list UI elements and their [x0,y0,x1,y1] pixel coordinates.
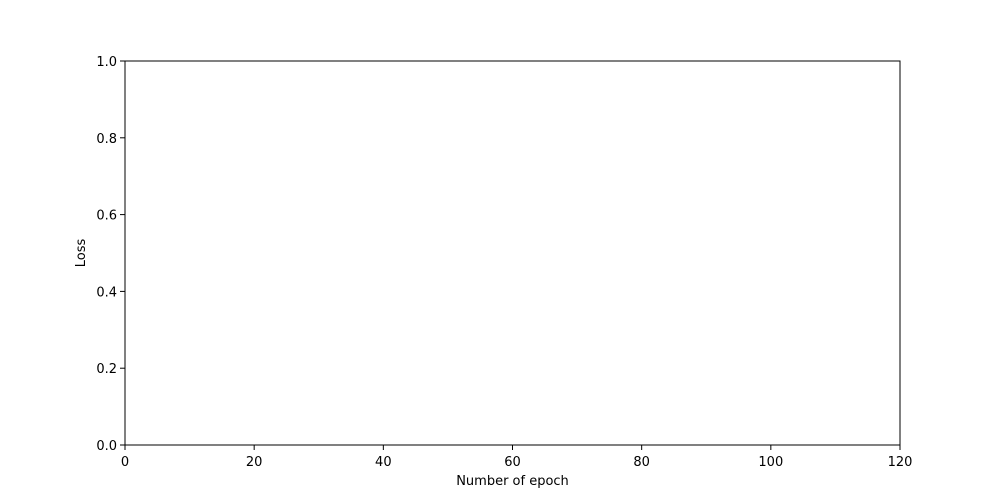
y-tick-label: 1.0 [96,55,117,70]
x-tick-label: 0 [121,455,129,470]
x-tick-label: 40 [375,455,392,470]
y-axis-label: Loss [74,239,89,268]
x-axis-label: Number of epoch [456,474,569,489]
x-tick-label: 120 [888,455,913,470]
x-tick-label: 60 [504,455,521,470]
x-tick-label: 20 [246,455,263,470]
y-tick-label: 0.2 [96,362,117,377]
x-tick-label: 80 [633,455,650,470]
x-axis-ticks: 0 20 40 60 80 100 120 [121,445,913,470]
y-tick-label: 0.8 [96,132,117,147]
y-axis-ticks: 0.0 0.2 0.4 0.6 0.8 1.0 [96,55,125,454]
y-tick-label: 0.0 [96,439,117,454]
x-tick-label: 100 [758,455,783,470]
y-tick-label: 0.6 [96,209,117,224]
y-tick-label: 0.4 [96,285,117,300]
